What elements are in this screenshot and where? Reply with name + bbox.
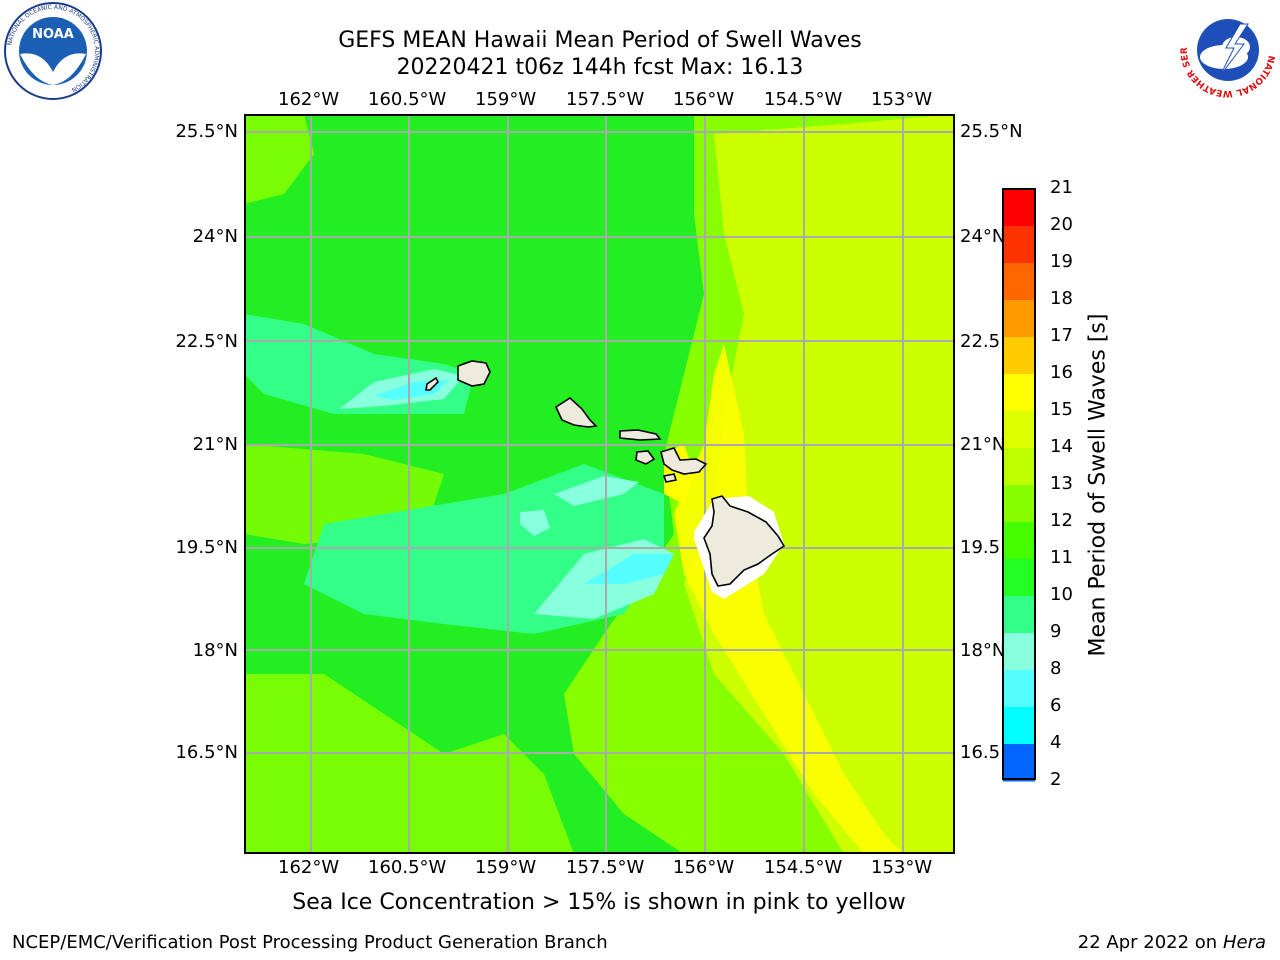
colorbar-segment bbox=[1003, 374, 1035, 412]
lat-tick-left: 21°N bbox=[192, 434, 238, 455]
colorbar-tick-label: 20 bbox=[1050, 214, 1073, 235]
colorbar-segment bbox=[1003, 707, 1035, 745]
colorbar-tick-label: 15 bbox=[1050, 399, 1073, 420]
colorbar-segment bbox=[1003, 744, 1035, 782]
lon-tick-bottom: 156°W bbox=[673, 857, 735, 878]
colorbar-tick-label: 6 bbox=[1050, 695, 1062, 716]
lon-tick-top: 159°W bbox=[475, 89, 537, 110]
graticule bbox=[244, 114, 955, 854]
contour-13s-west bbox=[244, 114, 314, 204]
colorbar-tick-label: 10 bbox=[1050, 584, 1073, 605]
colorbar-frame bbox=[1002, 188, 1036, 780]
colorbar-segment bbox=[1003, 337, 1035, 375]
colorbar-segment bbox=[1003, 448, 1035, 486]
colorbar-segment bbox=[1003, 485, 1035, 523]
lat-tick-right: 25.5°N bbox=[960, 121, 1023, 142]
footer-date: 22 Apr 2022 on Hera bbox=[1078, 932, 1266, 953]
colorbar-segment bbox=[1003, 189, 1035, 227]
contour-9s-small bbox=[520, 510, 550, 536]
colorbar-segment bbox=[1003, 300, 1035, 338]
colorbar-segment bbox=[1003, 670, 1035, 708]
lat-tick-right: 22.5 bbox=[960, 331, 1001, 352]
colorbar-segments bbox=[1003, 189, 1035, 782]
colorbar-tick-label: 19 bbox=[1050, 251, 1073, 272]
colorbar-title: Mean Period of Swell Waves [s] bbox=[1085, 313, 1111, 657]
colorbar-tick-label: 21 bbox=[1050, 177, 1073, 198]
lon-tick-top: 156°W bbox=[673, 89, 735, 110]
lat-tick-left: 25.5°N bbox=[175, 121, 238, 142]
lat-tick-right: 24°N bbox=[960, 226, 1006, 247]
noaa-logo: NATIONAL OCEANIC AND ATMOSPHERIC ADMINIS… bbox=[4, 2, 102, 100]
island-lanai bbox=[635, 450, 656, 465]
footer-branch: NCEP/EMC/Verification Post Processing Pr… bbox=[12, 932, 608, 953]
colorbar-tick-label: 13 bbox=[1050, 473, 1073, 494]
lat-tick-left: 22.5°N bbox=[175, 331, 238, 352]
colorbar-tick-label: 4 bbox=[1050, 732, 1062, 753]
islands bbox=[425, 360, 786, 587]
noaa-logo-text: NOAA bbox=[32, 27, 74, 42]
lon-tick-top: 160.5°W bbox=[368, 89, 447, 110]
colorbar-segment bbox=[1003, 411, 1035, 449]
lat-tick-right: 21°N bbox=[960, 434, 1006, 455]
island-kahoolawe bbox=[662, 473, 678, 483]
island-oahu bbox=[554, 396, 598, 428]
contour-15s-plume bbox=[674, 344, 904, 854]
lon-tick-top: 154.5°W bbox=[764, 89, 843, 110]
colorbar bbox=[1002, 188, 1036, 782]
lat-tick-right: 19.5 bbox=[960, 537, 1001, 558]
island-maui bbox=[660, 447, 708, 475]
sea-ice-caption: Sea Ice Concentration > 15% is shown in … bbox=[292, 890, 906, 915]
island-molokai bbox=[619, 429, 662, 441]
lat-tick-left: 24°N bbox=[192, 226, 238, 247]
island-kauai bbox=[457, 360, 491, 387]
chart-subtitle: 20220421 t06z 144h fcst Max: 16.13 bbox=[396, 55, 804, 80]
swell-period-map bbox=[244, 114, 955, 854]
colorbar-tick-label: 12 bbox=[1050, 510, 1073, 531]
colorbar-segment bbox=[1003, 226, 1035, 264]
lon-tick-bottom: 153°W bbox=[871, 857, 933, 878]
colorbar-tick-label: 2 bbox=[1050, 769, 1062, 790]
lat-tick-left: 19.5°N bbox=[175, 537, 238, 558]
contour-9s-mid bbox=[554, 476, 639, 506]
colorbar-segment bbox=[1003, 596, 1035, 634]
lat-tick-left: 18°N bbox=[192, 640, 238, 661]
lat-tick-right: 16.5 bbox=[960, 742, 1001, 763]
map-frame bbox=[244, 114, 955, 854]
lon-tick-bottom: 160.5°W bbox=[368, 857, 447, 878]
colorbar-segment bbox=[1003, 633, 1035, 671]
lon-tick-bottom: 162°W bbox=[278, 857, 340, 878]
footer-machine: Hera bbox=[1222, 932, 1266, 953]
colorbar-tick-label: 9 bbox=[1050, 621, 1062, 642]
colorbar-tick-label: 17 bbox=[1050, 325, 1073, 346]
lon-tick-top: 153°W bbox=[871, 89, 933, 110]
colorbar-segment bbox=[1003, 522, 1035, 560]
chart-title: GEFS MEAN Hawaii Mean Period of Swell Wa… bbox=[338, 28, 862, 53]
lat-tick-right: 18°N bbox=[960, 640, 1006, 661]
lon-tick-top: 157.5°W bbox=[566, 89, 645, 110]
colorbar-segment bbox=[1003, 263, 1035, 301]
colorbar-tick-label: 18 bbox=[1050, 288, 1073, 309]
lon-tick-bottom: 154.5°W bbox=[764, 857, 843, 878]
colorbar-segment bbox=[1003, 559, 1035, 597]
colorbar-tick-label: 8 bbox=[1050, 658, 1062, 679]
lon-tick-bottom: 157.5°W bbox=[566, 857, 645, 878]
lat-tick-left: 16.5°N bbox=[175, 742, 238, 763]
colorbar-tick-label: 16 bbox=[1050, 362, 1073, 383]
colorbar-tick-label: 11 bbox=[1050, 547, 1073, 568]
nws-logo: NATIONAL WEATHER SERVICE bbox=[1178, 2, 1276, 98]
footer-date-text: 22 Apr 2022 on bbox=[1077, 932, 1223, 953]
lon-tick-bottom: 159°W bbox=[475, 857, 537, 878]
island-niihau bbox=[425, 376, 439, 391]
lon-tick-top: 162°W bbox=[278, 89, 340, 110]
colorbar-tick-label: 14 bbox=[1050, 436, 1073, 457]
island-hawaii bbox=[703, 495, 786, 587]
